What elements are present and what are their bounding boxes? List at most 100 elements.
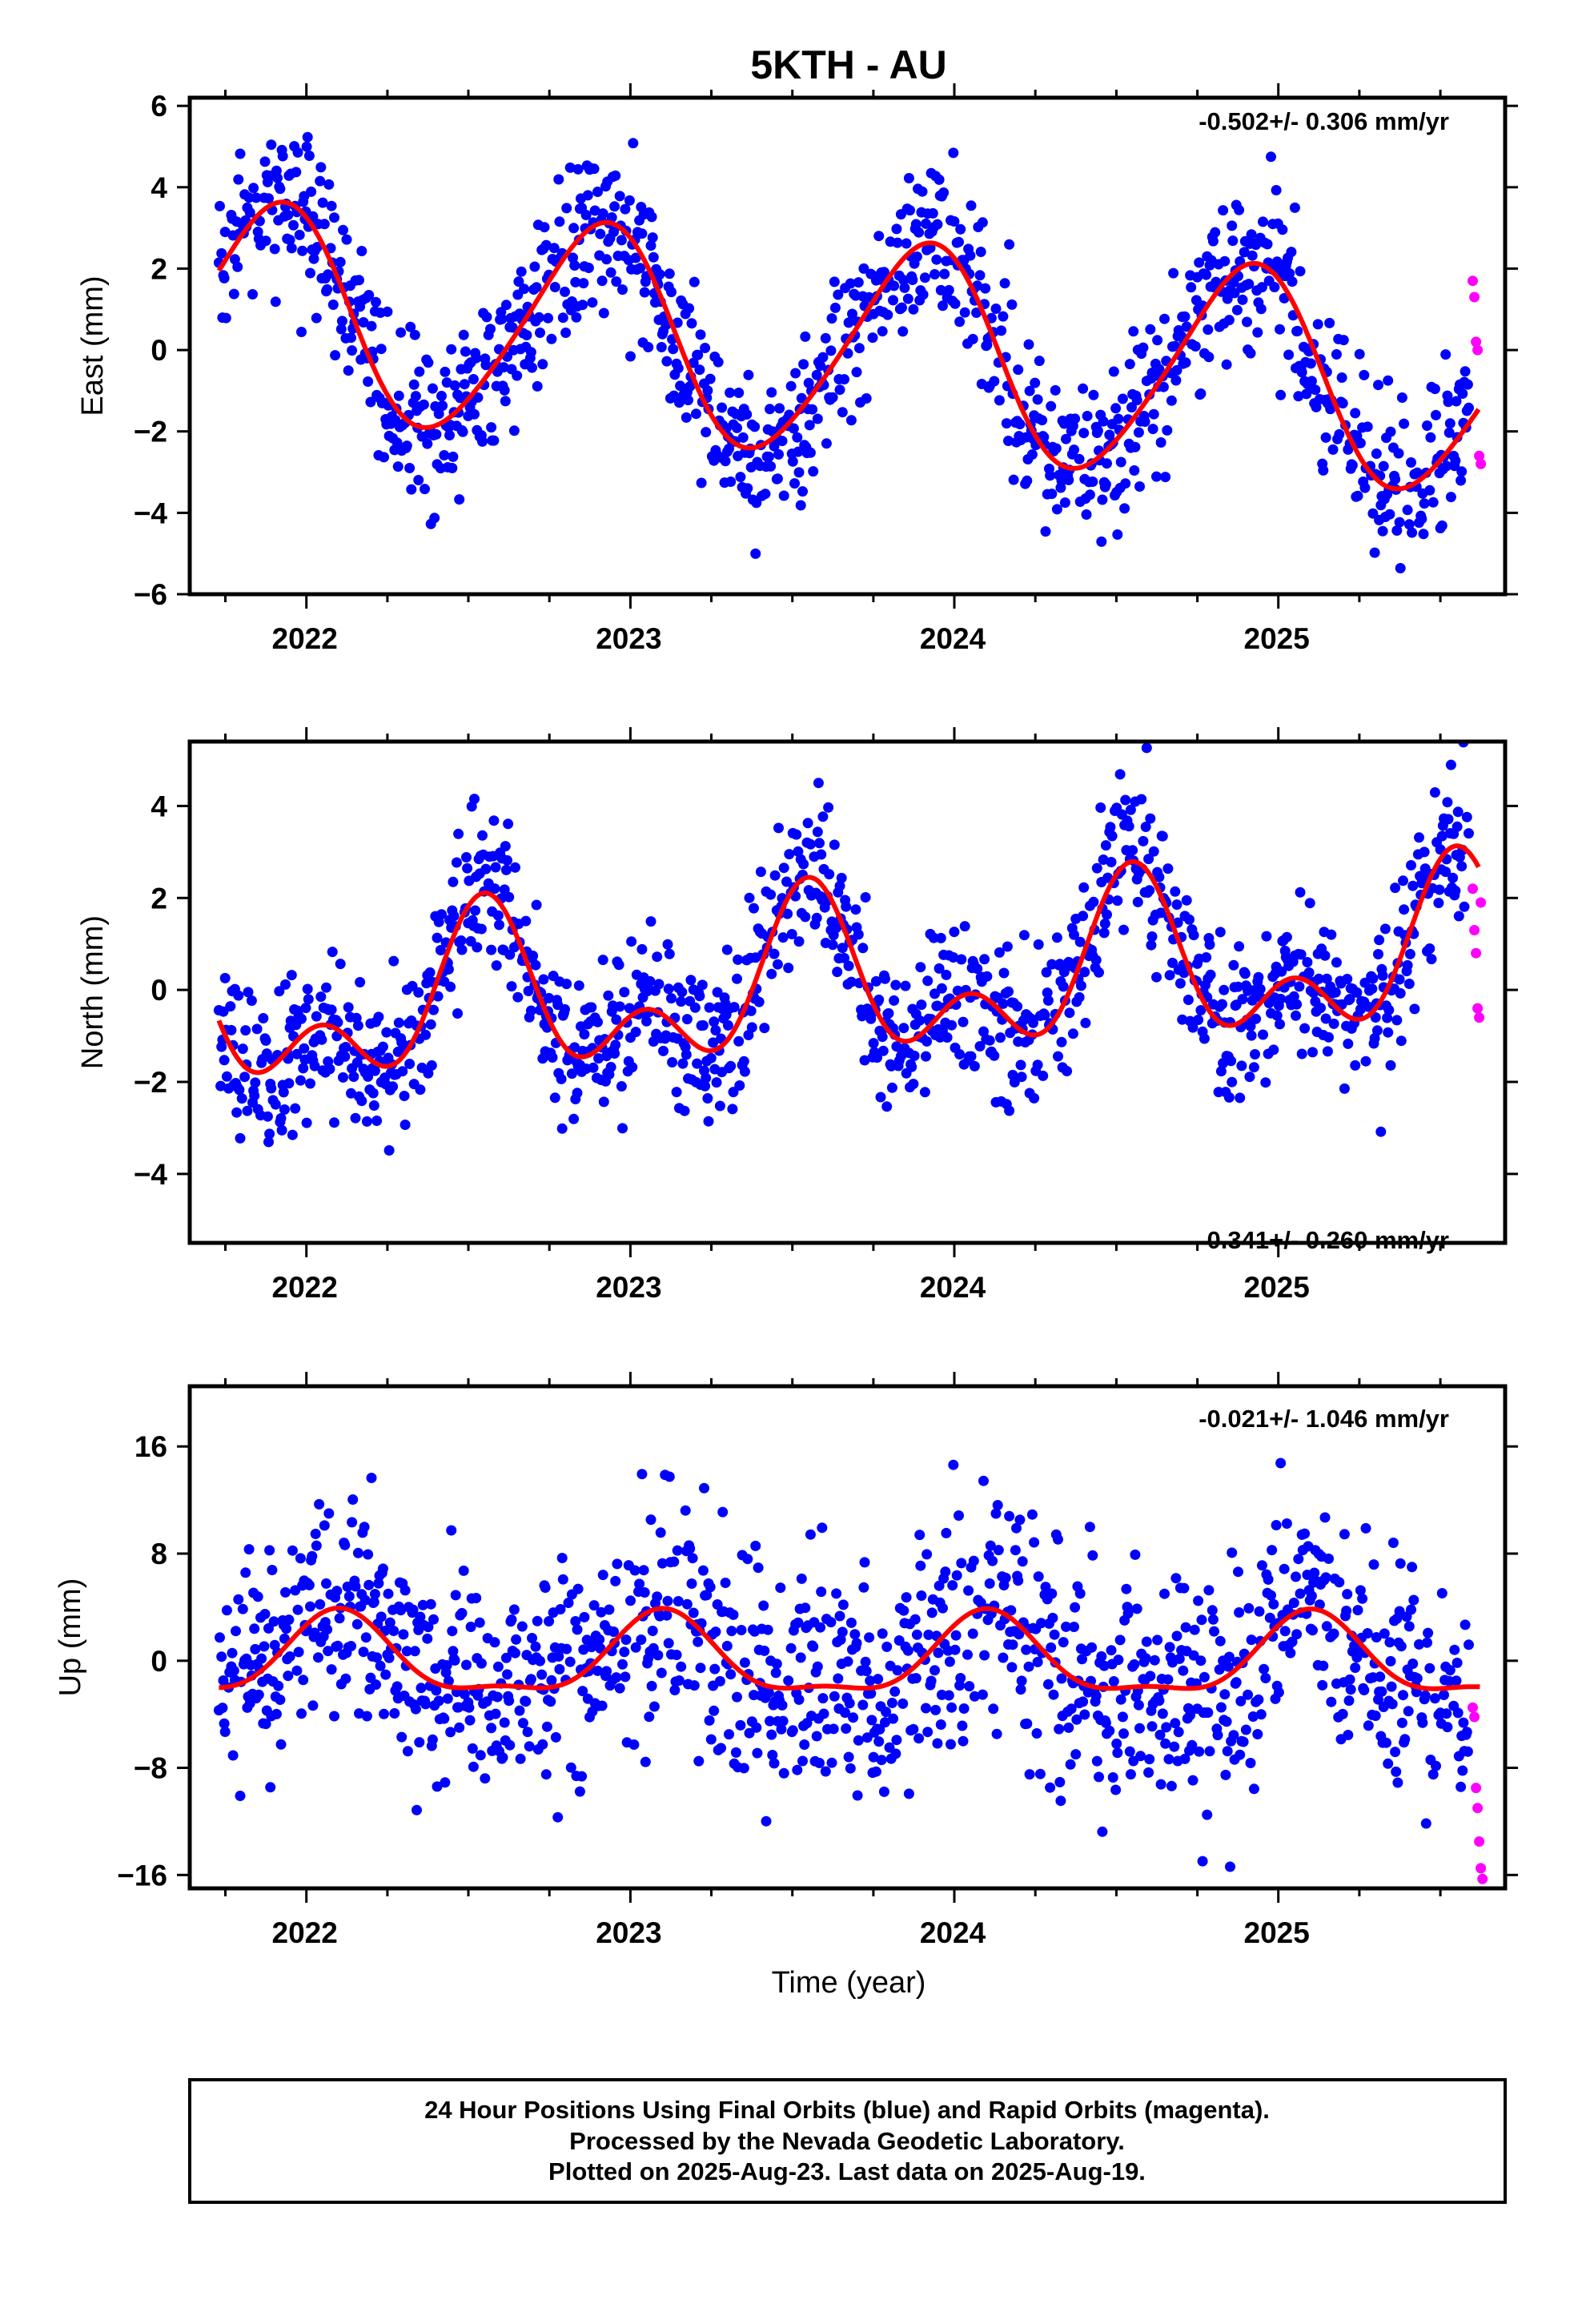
final-orbit-point: [500, 841, 511, 852]
final-orbit-point: [256, 1653, 267, 1664]
final-orbit-point: [227, 1750, 239, 1761]
final-orbit-point: [1174, 1653, 1185, 1664]
final-orbit-point: [392, 461, 404, 472]
final-orbit-point: [597, 208, 608, 219]
final-orbit-point: [636, 1634, 647, 1645]
final-orbit-point: [1125, 1769, 1136, 1780]
final-orbit-point: [1098, 1660, 1110, 1671]
final-orbit-point: [588, 1600, 600, 1611]
final-orbit-point: [1054, 1776, 1066, 1787]
final-orbit-point: [1096, 536, 1107, 547]
final-orbit-point: [540, 239, 552, 251]
final-orbit-point: [368, 1597, 379, 1607]
final-orbit-point: [373, 1011, 384, 1023]
final-orbit-point: [877, 326, 888, 337]
final-orbit-point: [1082, 411, 1093, 421]
footer-line-2: Processed by the Nevada Geodetic Laborat…: [569, 2127, 1125, 2155]
final-orbit-point: [1251, 1013, 1262, 1024]
final-orbit-point: [800, 331, 811, 342]
final-orbit-point: [319, 1520, 330, 1531]
final-orbit-point: [1457, 388, 1468, 399]
final-orbit-point: [1254, 1606, 1265, 1617]
final-orbit-point: [352, 1020, 363, 1031]
final-orbit-point: [556, 1073, 567, 1084]
final-orbit-point: [225, 1001, 236, 1012]
final-orbit-point: [847, 308, 857, 320]
final-orbit-point: [1081, 509, 1092, 520]
final-orbit-point: [313, 1652, 323, 1663]
final-orbit-point: [805, 1529, 816, 1540]
final-orbit-point: [1373, 380, 1383, 391]
final-orbit-point: [1051, 504, 1062, 515]
final-orbit-point: [889, 280, 900, 292]
final-orbit-point: [1115, 1694, 1126, 1705]
final-orbit-point: [978, 1026, 989, 1037]
final-orbit-point: [488, 815, 500, 826]
final-orbit-point: [906, 1061, 917, 1072]
final-orbit-point: [1108, 366, 1119, 377]
final-orbit-point: [476, 1658, 487, 1669]
final-orbit-point: [363, 1579, 375, 1590]
final-orbit-point: [705, 1052, 717, 1063]
final-orbit-point: [837, 407, 848, 418]
final-orbit-point: [1408, 1594, 1419, 1606]
final-orbit-point: [1287, 1636, 1298, 1647]
final-orbit-point: [1038, 432, 1050, 443]
final-orbit-point: [604, 1604, 615, 1615]
final-orbit-point: [656, 1558, 668, 1569]
final-orbit-point: [1202, 1809, 1213, 1820]
final-orbit-point: [446, 344, 457, 355]
final-orbit-point: [1171, 1630, 1182, 1642]
final-orbit-point: [596, 275, 608, 287]
final-orbit-point: [1196, 1614, 1207, 1626]
final-orbit-point: [348, 1072, 359, 1082]
final-orbit-point: [1445, 492, 1456, 503]
final-orbit-point: [680, 1042, 691, 1052]
final-orbit-point: [957, 1720, 968, 1731]
final-orbit-point: [236, 1093, 247, 1104]
final-orbit-point: [243, 987, 254, 998]
final-orbit-point: [1203, 324, 1214, 336]
final-orbit-point: [1134, 481, 1145, 492]
final-orbit-point: [274, 986, 285, 997]
final-orbit-point: [889, 995, 900, 1006]
final-orbit-point: [1091, 862, 1102, 874]
final-orbit-point: [508, 1604, 520, 1615]
final-orbit-point: [1240, 1724, 1251, 1735]
final-orbit-point: [1403, 979, 1415, 989]
final-orbit-point: [1386, 1681, 1397, 1692]
final-orbit-point: [588, 1062, 599, 1073]
final-orbit-point: [728, 1087, 739, 1098]
final-orbit-point: [1009, 1076, 1020, 1088]
final-orbit-point: [861, 1666, 872, 1677]
final-orbit-point: [315, 162, 327, 173]
final-orbit-point: [644, 1711, 655, 1723]
final-orbit-point: [616, 235, 627, 246]
final-orbit-point: [1250, 1049, 1260, 1059]
final-orbit-point: [781, 876, 792, 887]
final-orbit-point: [785, 380, 797, 392]
final-orbit-point: [432, 1781, 443, 1792]
final-orbit-point: [594, 1634, 605, 1645]
final-orbit-point: [878, 1786, 889, 1797]
final-orbit-point: [468, 374, 479, 384]
final-orbit-point: [462, 862, 473, 874]
final-orbit-point: [1029, 1537, 1040, 1548]
final-orbit-point: [798, 858, 809, 870]
final-orbit-point: [580, 210, 592, 220]
final-orbit-point: [1367, 983, 1378, 995]
final-orbit-point: [766, 1729, 777, 1740]
final-orbit-point: [1064, 1007, 1075, 1019]
final-orbit-point: [281, 1623, 292, 1634]
final-orbit-point: [899, 282, 910, 293]
final-orbit-point: [1359, 977, 1371, 988]
final-orbit-point: [537, 1739, 548, 1750]
final-orbit-point: [1336, 372, 1347, 383]
final-orbit-point: [943, 284, 954, 296]
final-orbit-point: [296, 1013, 307, 1024]
y-tick-label: 0: [151, 1645, 167, 1678]
final-orbit-point: [972, 963, 983, 975]
final-orbit-point: [815, 1622, 826, 1633]
final-orbit-point: [1135, 1751, 1146, 1762]
final-orbit-point: [1097, 494, 1108, 505]
